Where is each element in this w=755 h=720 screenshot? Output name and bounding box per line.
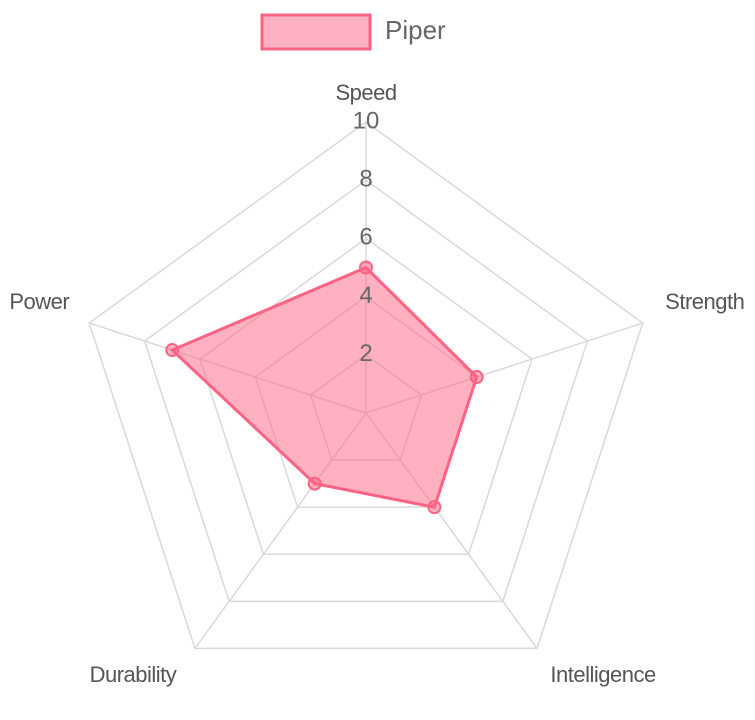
- legend-swatch: [260, 13, 372, 51]
- r-tick-label: 10: [353, 107, 380, 134]
- category-label: Speed: [335, 80, 396, 105]
- r-tick-label: 4: [359, 282, 372, 309]
- grid-ring: [88, 121, 644, 650]
- data-point: [359, 260, 373, 275]
- data-point: [165, 343, 180, 358]
- data-point: [427, 500, 442, 515]
- data-point: [469, 370, 484, 385]
- category-label: Power: [9, 289, 69, 314]
- r-tick-label: 2: [359, 340, 372, 367]
- category-label: Strength: [665, 289, 744, 314]
- data-point: [307, 476, 322, 491]
- grid-ring: [143, 179, 589, 603]
- r-tick-label: 8: [359, 166, 372, 193]
- category-label: Durability: [90, 662, 177, 687]
- legend-label: Piper: [385, 15, 446, 45]
- category-label: Intelligence: [550, 662, 656, 687]
- data-layer: [165, 260, 484, 515]
- series-area: [169, 265, 479, 509]
- r-tick-label: 6: [359, 224, 372, 251]
